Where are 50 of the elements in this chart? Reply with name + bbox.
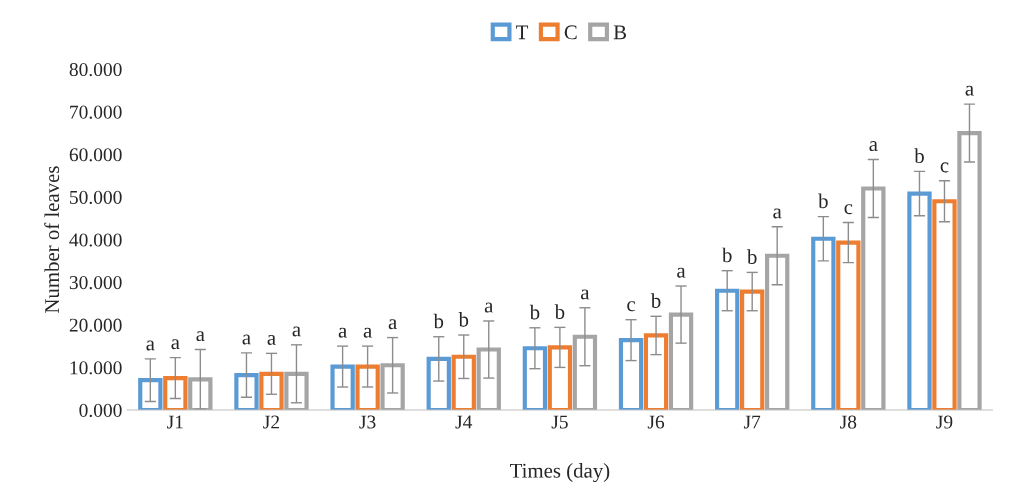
data-label: a [267,334,276,345]
y-tick-label: 80.000 [69,62,122,77]
x-tick-label: J7 [743,415,761,429]
data-label: a [388,319,397,330]
y-axis-title: Number of leaves [44,166,60,314]
legend-label: B [613,25,627,40]
y-tick-label: 0.000 [79,403,122,418]
y-tick-label: 30.000 [69,276,122,290]
data-label: a [146,340,155,351]
data-label: a [363,327,372,338]
data-label: b [721,247,732,263]
data-label: c [844,204,853,215]
data-label: a [242,334,251,345]
data-label: b [529,304,540,320]
data-label: a [965,85,974,96]
x-tick-label: J1 [167,415,183,429]
x-axis-title: Times (day) [510,463,610,483]
data-label: b [650,293,661,308]
data-label: a [581,289,590,300]
data-label: c [940,162,949,173]
y-tick-label: 70.000 [70,105,122,119]
data-label: a [171,339,180,350]
y-tick-label: 60.000 [69,148,122,162]
x-tick-label: J2 [263,415,280,429]
data-label: a [196,331,205,342]
y-tick-label: 50.000 [70,190,122,205]
legend-label: T [516,25,529,40]
y-tick-label: 20.000 [69,318,122,332]
y-tick-label: 40.000 [69,233,122,247]
data-label: a [292,326,301,337]
x-tick-label: J3 [359,415,376,429]
data-label: b [458,311,469,327]
data-label: b [554,304,565,319]
data-label: b [433,313,444,329]
data-label: a [773,208,782,219]
x-tick-label: J4 [455,415,473,429]
y-tick-label: 10.000 [70,361,122,375]
data-label: a [484,302,494,313]
x-tick-label: J8 [840,415,857,429]
x-tick-label: J5 [551,415,568,429]
data-label: c [627,301,636,312]
x-tick-label: J6 [647,415,665,429]
data-label: a [338,327,347,338]
x-tick-label: J9 [936,415,953,429]
data-label: a [869,141,878,152]
data-label: b [914,148,924,164]
data-label: a [677,267,686,278]
data-label: b [746,249,757,264]
legend-label: C [564,25,577,40]
data-label: b [818,193,828,209]
